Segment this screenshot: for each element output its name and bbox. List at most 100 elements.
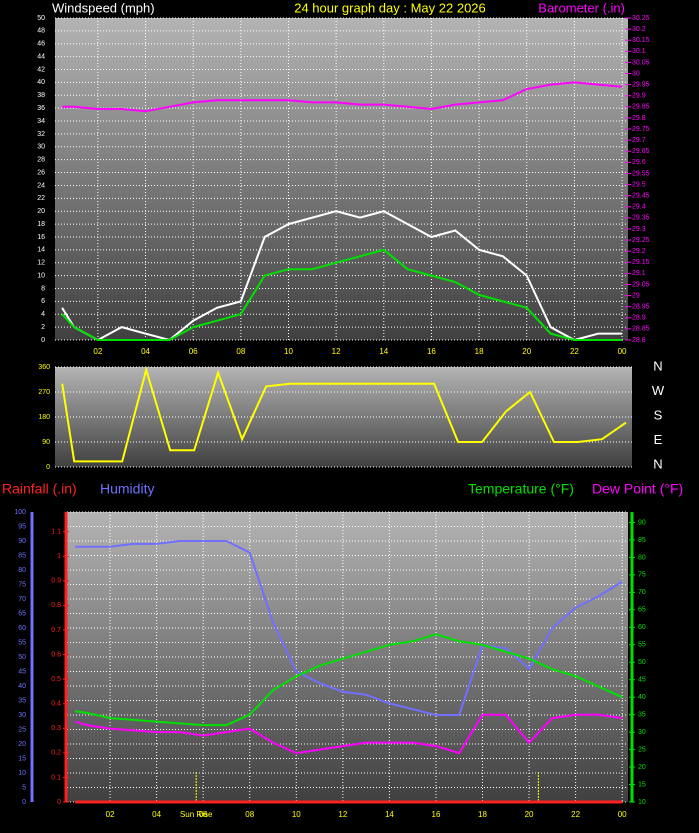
x-tick-label: 14 [379,347,388,356]
y-tick-label: 0.4 [51,701,61,708]
y-tick-label: 55 [18,639,26,646]
y-tick-label: 30 [18,712,26,719]
x-tick-label: 12 [332,347,341,356]
y-tick-label: 35 [18,697,26,704]
y-tick-label: 25 [18,726,26,733]
y-tick-label: 10 [18,770,26,777]
y-tick-label: 0.7 [51,627,61,634]
y-tick-label: 30.2 [632,26,646,33]
x-tick-label: 08 [236,347,245,356]
y-tick-label: 55 [638,642,646,649]
y-tick-label: 29.5 [632,181,646,188]
y-tick-label: 32 [37,131,45,138]
y-tick-label: 46 [37,41,45,48]
legend-entry: Dew Point (°F) [592,481,683,497]
y-tick-label: 0.9 [51,578,61,585]
annotation: Sun Rise [180,810,213,819]
y-tick-label: 18 [37,221,45,228]
y-tick-label: 28.85 [632,326,650,333]
y-tick-label: 1 [57,553,61,560]
x-tick-label: 04 [152,810,161,819]
y-tick-label: 29.15 [632,259,650,266]
chart-title: 24 hour graph day : May 22 2026 [294,0,486,15]
y-tick-label: 29.65 [632,148,650,155]
y2-axis-title: Barometer (.in) [538,0,625,15]
y-tick-label: 90 [638,519,646,526]
y-tick-label: 1.1 [51,529,61,536]
y-tick-label: 29.4 [632,204,646,211]
y-tick-label: 40 [638,694,646,701]
x-tick-label: 02 [106,810,115,819]
x-tick-label: 10 [292,810,301,819]
y-tick-label: 20 [18,741,26,748]
y-tick-label: 2 [41,324,45,331]
y-tick-label: 12 [37,260,45,267]
x-tick-label: 16 [432,810,441,819]
legend-entry: Temperature (°F) [468,481,574,497]
y-tick-label: 15 [638,781,646,788]
y-tick-label: 29.75 [632,126,650,133]
x-tick-label: 02 [93,347,102,356]
y-tick-label: 60 [18,625,26,632]
y-tick-label: 16 [37,234,45,241]
x-tick-label: 20 [522,347,531,356]
y-tick-label: 5 [22,784,26,791]
y-tick-label: 29.9 [632,93,646,100]
x-tick-label: 18 [478,810,487,819]
x-tick-label: 04 [141,347,150,356]
series-line [61,366,627,463]
y-tick-label: 30 [638,729,646,736]
y-tick-label: 0 [22,799,26,806]
y-tick-label: 80 [18,567,26,574]
y-tick-label: 50 [37,15,45,22]
y-tick-label: 29.3 [632,226,646,233]
legend-entry: Humidity [100,481,154,497]
y-tick-label: 29.05 [632,281,650,288]
x-tick-label: 18 [475,347,484,356]
y-tick-label: 75 [638,572,646,579]
y-tick-label: 15 [18,755,26,762]
x-tick-label: 08 [245,810,254,819]
y-tick-label: 38 [37,92,45,99]
y-tick-label: 40 [18,683,26,690]
compass-label: N [653,456,662,471]
y-tick-label: 0 [41,337,45,344]
compass-label: N [653,358,662,373]
y-tick-label: 10 [37,272,45,279]
y-tick-label: 65 [638,607,646,614]
y-tick-label: 44 [37,53,45,60]
y-tick-label: 60 [638,624,646,631]
x-tick-label: 22 [571,810,580,819]
x-tick-label: 22 [570,347,579,356]
y-tick-label: 30.15 [632,37,650,44]
y-tick-label: 29.6 [632,159,646,166]
y-tick-label: 29.2 [632,248,646,255]
y-tick-label: 29.7 [632,137,646,144]
y-tick-label: 28 [37,157,45,164]
y-tick-label: 85 [638,537,646,544]
y-tick-label: 29 [632,292,640,299]
y-tick-label: 30.25 [632,15,650,22]
y-tick-label: 24 [37,182,45,189]
y-tick-label: 29.55 [632,170,650,177]
y-tick-label: 34 [37,118,45,125]
y-tick-label: 29.25 [632,237,650,244]
y-tick-label: 42 [37,66,45,73]
y-tick-label: 45 [18,668,26,675]
x-tick-label: 00 [618,810,627,819]
compass-label: E [654,432,663,447]
series-line [74,713,623,755]
x-tick-label: 20 [525,810,534,819]
x-tick-label: 12 [338,810,347,819]
x-tick-label: 14 [385,810,394,819]
y-tick-label: 45 [638,677,646,684]
y-tick-label: 4 [41,311,45,318]
compass-label: W [652,383,665,398]
y-tick-label: 28.8 [632,337,646,344]
y-tick-label: 30 [37,144,45,151]
y-tick-label: 10 [638,799,646,806]
x-tick-label: 00 [618,347,627,356]
y-tick-label: 0.2 [51,750,61,757]
x-tick-label: 06 [189,347,198,356]
